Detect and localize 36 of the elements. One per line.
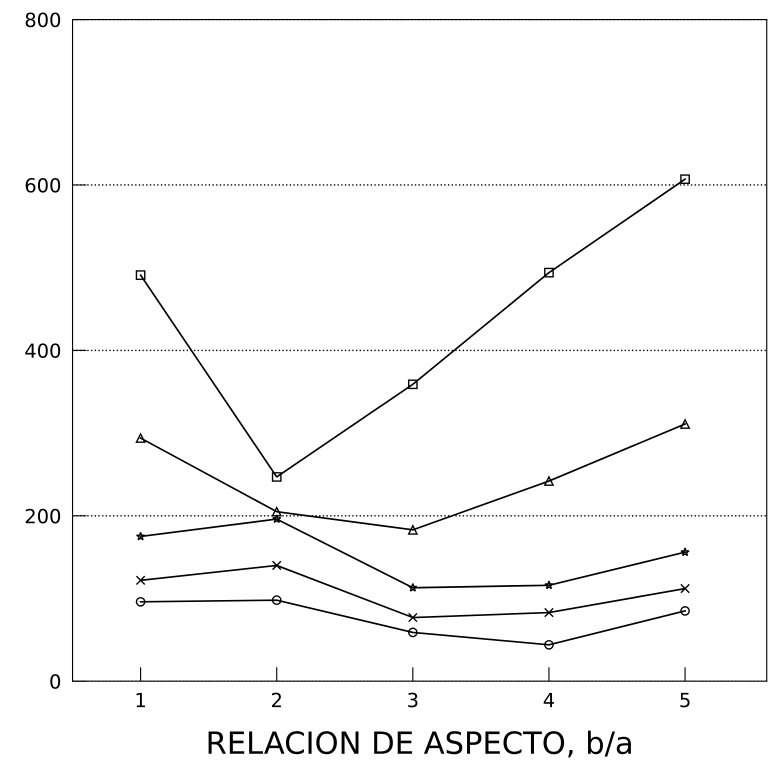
point (136, 596, 146, 607)
point (680, 174, 690, 184)
point (680, 606, 690, 616)
point (408, 582, 418, 592)
point (680, 547, 690, 556)
point (544, 608, 554, 618)
point (272, 595, 282, 606)
x-tick-label: 1 (136, 692, 145, 708)
point (408, 525, 418, 535)
y-tick-label: 600 (26, 178, 60, 193)
point (408, 628, 418, 638)
point (680, 584, 690, 594)
point (544, 580, 554, 590)
point (272, 560, 282, 570)
x-tick-label: 4 (544, 692, 554, 708)
point (544, 268, 554, 278)
y-tick-label: 200 (26, 508, 60, 524)
point (408, 379, 418, 390)
x-tick-label: 5 (680, 692, 690, 708)
point (544, 640, 554, 650)
point (544, 476, 554, 486)
point (272, 472, 282, 482)
y-tick-label: 800 (26, 12, 60, 28)
point (136, 433, 146, 443)
x-axis-title: RELACION DE ASPECTO, b/a (208, 730, 631, 758)
point (680, 419, 690, 429)
point (272, 514, 282, 524)
point (272, 506, 282, 517)
x-tick-label: 2 (272, 692, 281, 708)
x-tick-label: 3 (408, 692, 418, 708)
point (408, 612, 418, 622)
point (136, 270, 146, 280)
y-tick-label: 400 (25, 343, 60, 358)
point (136, 532, 146, 541)
point (136, 575, 146, 586)
y-tick-label: 0 (50, 674, 60, 689)
